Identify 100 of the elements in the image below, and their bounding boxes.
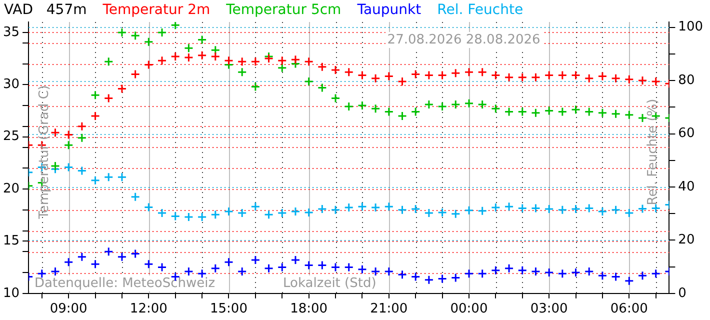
chart-title: VAD 457m bbox=[4, 2, 87, 18]
point bbox=[357, 264, 367, 274]
point bbox=[638, 113, 648, 123]
point bbox=[490, 202, 500, 212]
point bbox=[410, 69, 420, 79]
point bbox=[237, 208, 247, 218]
point bbox=[184, 266, 194, 276]
point bbox=[571, 204, 581, 214]
point bbox=[277, 208, 287, 218]
point bbox=[384, 202, 394, 212]
point bbox=[317, 204, 327, 214]
point bbox=[90, 90, 100, 100]
point bbox=[624, 208, 634, 218]
point bbox=[317, 83, 327, 93]
y-tick-label: 25 bbox=[2, 129, 20, 144]
point bbox=[64, 130, 74, 140]
point bbox=[438, 102, 448, 112]
point bbox=[77, 133, 87, 143]
point bbox=[450, 100, 460, 110]
point bbox=[210, 210, 220, 220]
point bbox=[598, 270, 608, 280]
x-tick-label: 06:00 bbox=[610, 302, 648, 317]
x-tick-label: 09:00 bbox=[50, 302, 88, 317]
point bbox=[584, 204, 594, 214]
point bbox=[584, 266, 594, 276]
point bbox=[277, 56, 287, 66]
point bbox=[184, 212, 194, 222]
point bbox=[598, 108, 608, 118]
point bbox=[344, 262, 354, 272]
y2-tick-label: 40 bbox=[678, 179, 695, 194]
text: Temperatur 5cm bbox=[226, 2, 342, 18]
point bbox=[651, 76, 661, 86]
point bbox=[330, 93, 340, 103]
point bbox=[330, 262, 340, 272]
point bbox=[478, 268, 488, 278]
point bbox=[530, 204, 540, 214]
point bbox=[117, 252, 127, 262]
point bbox=[344, 202, 354, 212]
point bbox=[438, 274, 448, 284]
x-tick-label: 21:00 bbox=[370, 302, 408, 317]
point bbox=[544, 268, 554, 278]
point bbox=[504, 264, 514, 274]
point bbox=[224, 257, 234, 267]
point bbox=[184, 52, 194, 62]
point bbox=[144, 202, 154, 212]
point bbox=[398, 270, 407, 280]
point bbox=[170, 22, 180, 30]
y-axis-title: Temperatur (Grad C) bbox=[36, 85, 52, 220]
point bbox=[611, 272, 621, 282]
point bbox=[558, 205, 568, 215]
point bbox=[170, 52, 180, 62]
point bbox=[264, 210, 274, 220]
text: Rel. Feuchte bbox=[437, 2, 524, 18]
point bbox=[530, 72, 540, 82]
point bbox=[598, 72, 608, 82]
point bbox=[130, 30, 140, 40]
point bbox=[624, 74, 634, 84]
point bbox=[77, 166, 87, 176]
point bbox=[611, 74, 621, 84]
point bbox=[370, 74, 380, 84]
annotation: 27.08.2026 28.08.2026 bbox=[387, 32, 540, 48]
point bbox=[157, 208, 167, 218]
point bbox=[304, 56, 314, 66]
point bbox=[584, 107, 594, 117]
point bbox=[290, 255, 300, 265]
text: Temperatur 2m bbox=[102, 2, 210, 18]
point bbox=[77, 122, 87, 132]
point bbox=[357, 100, 367, 110]
x-axis-title: Lokalzeit (Std) bbox=[283, 276, 376, 291]
point bbox=[90, 259, 100, 269]
point bbox=[424, 70, 434, 80]
point bbox=[611, 109, 621, 119]
x-tick-label: 03:00 bbox=[530, 302, 568, 317]
point bbox=[104, 93, 114, 103]
point bbox=[304, 260, 314, 270]
point bbox=[344, 67, 354, 77]
point bbox=[104, 172, 114, 182]
point bbox=[450, 68, 460, 78]
y2-axis-title: Rel. Feuchte (%) bbox=[646, 98, 661, 206]
point bbox=[170, 211, 180, 221]
point bbox=[210, 45, 220, 55]
point bbox=[571, 268, 581, 278]
point bbox=[410, 107, 420, 117]
point bbox=[144, 37, 154, 47]
point bbox=[544, 106, 554, 116]
point bbox=[77, 252, 87, 262]
point bbox=[157, 262, 167, 272]
point bbox=[330, 65, 340, 75]
point bbox=[624, 276, 634, 286]
point bbox=[144, 60, 154, 70]
point bbox=[384, 107, 394, 117]
point bbox=[384, 72, 394, 82]
point bbox=[571, 104, 581, 114]
x-tick-label: 00:00 bbox=[450, 302, 488, 317]
y-tick-label: 35 bbox=[2, 24, 20, 40]
point bbox=[651, 204, 661, 214]
point bbox=[224, 206, 234, 216]
point bbox=[357, 202, 367, 212]
point bbox=[544, 70, 554, 80]
point bbox=[104, 246, 114, 256]
